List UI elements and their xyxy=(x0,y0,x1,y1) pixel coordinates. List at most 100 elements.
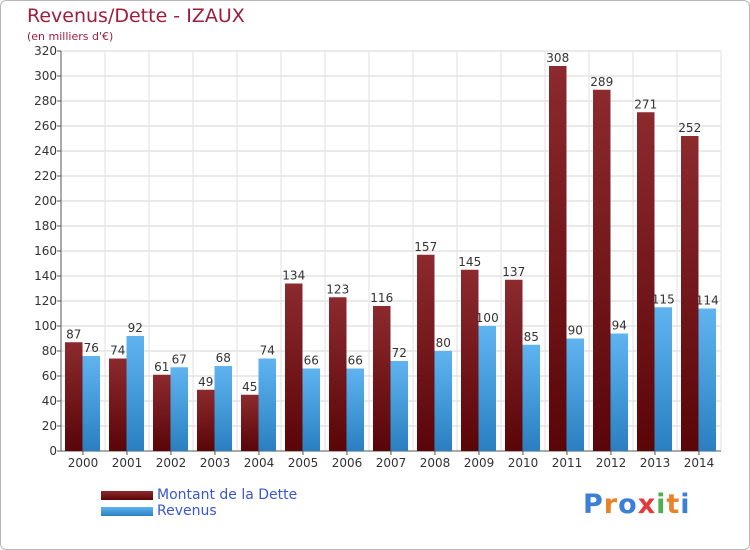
logo-letter: i xyxy=(656,489,667,520)
y-tick-label: 120 xyxy=(34,294,57,308)
legend: Montant de la Dette Revenus xyxy=(101,487,297,519)
legend-item-debt: Montant de la Dette xyxy=(101,487,297,503)
data-label-debt: 123 xyxy=(326,282,349,296)
bar-revenus xyxy=(214,366,232,451)
x-tick-label: 2008 xyxy=(420,456,451,470)
bar-layer xyxy=(65,66,716,451)
x-tick-label: 2013 xyxy=(640,456,671,470)
bar-revenus xyxy=(434,351,452,451)
y-tick-label: 20 xyxy=(42,419,57,433)
y-tick-label: 60 xyxy=(42,369,57,383)
chart-title: Revenus/Dette - IZAUX xyxy=(27,5,245,27)
bar-debt xyxy=(153,374,171,451)
x-tick-label: 2011 xyxy=(552,456,583,470)
bar-revenus xyxy=(82,356,100,451)
data-label-revenus: 76 xyxy=(84,341,99,355)
data-label-debt: 116 xyxy=(370,291,393,305)
data-label-debt: 49 xyxy=(198,375,213,389)
proxiti-logo: Proxiti xyxy=(583,489,691,520)
data-label-debt: 74 xyxy=(110,344,125,358)
data-label-revenus: 94 xyxy=(612,319,627,333)
data-label-revenus: 67 xyxy=(172,352,187,366)
data-label-debt: 134 xyxy=(282,269,305,283)
bar-debt xyxy=(549,66,567,451)
data-label-revenus: 92 xyxy=(128,321,143,335)
bar-revenus xyxy=(126,336,144,451)
x-tick-label: 2012 xyxy=(596,456,627,470)
bar-debt xyxy=(637,112,655,451)
x-tick-label: 2001 xyxy=(112,456,143,470)
bar-debt xyxy=(505,279,523,451)
data-label-revenus: 115 xyxy=(652,292,675,306)
x-tick-label: 2007 xyxy=(376,456,407,470)
logo-letter: P xyxy=(583,489,604,520)
legend-label-revenus: Revenus xyxy=(157,503,217,519)
bar-revenus xyxy=(258,358,276,451)
x-tick-label: 2002 xyxy=(156,456,187,470)
bar-debt xyxy=(65,342,83,451)
logo-letter: r xyxy=(603,489,619,520)
x-tick-label: 2006 xyxy=(332,456,363,470)
data-label-revenus: 66 xyxy=(304,354,319,368)
y-tick-label: 240 xyxy=(34,144,57,158)
bar-revenus xyxy=(346,368,364,451)
bar-revenus xyxy=(610,333,628,451)
data-label-revenus: 74 xyxy=(260,344,275,358)
logo-letter: i xyxy=(680,489,691,520)
y-tick-label: 280 xyxy=(34,94,57,108)
data-label-debt: 252 xyxy=(678,121,701,135)
x-tick-label: 2005 xyxy=(288,456,319,470)
y-tick-label: 200 xyxy=(34,194,57,208)
logo-letter: o xyxy=(618,489,638,520)
legend-swatch-revenus xyxy=(101,506,153,516)
y-tick-label: 220 xyxy=(34,169,57,183)
data-label-debt: 87 xyxy=(66,327,81,341)
logo-letter: t xyxy=(666,489,681,520)
y-tick-label: 80 xyxy=(42,344,57,358)
bar-debt xyxy=(109,358,127,451)
data-label-debt: 289 xyxy=(590,75,613,89)
data-label-debt: 45 xyxy=(242,380,257,394)
bar-debt xyxy=(373,306,391,451)
x-tick-label: 2003 xyxy=(200,456,231,470)
axis-layer: 0 20 40 60 80 100 120 140 160 180 200 220 240 260 280 3… xyxy=(34,44,721,470)
chart-subtitle: (en milliers d'€) xyxy=(27,30,114,43)
legend-item-revenus: Revenus xyxy=(101,503,297,519)
bar-revenus xyxy=(698,308,716,451)
y-tick-label: 160 xyxy=(34,244,57,258)
y-tick-label: 260 xyxy=(34,119,57,133)
data-label-revenus: 90 xyxy=(568,324,583,338)
y-tick-label: 40 xyxy=(42,394,57,408)
bar-debt xyxy=(417,254,435,451)
bar-revenus xyxy=(302,368,320,451)
data-label-debt: 137 xyxy=(502,265,525,279)
bar-debt xyxy=(241,394,259,451)
x-tick-label: 2009 xyxy=(464,456,495,470)
bar-revenus xyxy=(566,338,584,451)
bar-revenus xyxy=(654,307,672,451)
x-tick-label: 2014 xyxy=(684,456,715,470)
bar-debt xyxy=(681,136,699,451)
bar-revenus xyxy=(170,367,188,451)
x-tick-label: 2004 xyxy=(244,456,275,470)
bar-revenus xyxy=(478,326,496,451)
data-label-debt: 145 xyxy=(458,255,481,269)
data-label-revenus: 66 xyxy=(348,354,363,368)
bar-debt xyxy=(461,269,479,451)
bar-debt xyxy=(329,297,347,451)
data-label-revenus: 85 xyxy=(524,330,539,344)
data-label-debt: 308 xyxy=(546,51,569,65)
data-label-revenus: 100 xyxy=(476,311,499,325)
bar-debt xyxy=(197,389,215,451)
y-tick-label: 300 xyxy=(34,69,57,83)
legend-swatch-debt xyxy=(101,490,153,500)
legend-label-debt: Montant de la Dette xyxy=(157,487,298,503)
bar-debt xyxy=(593,89,611,451)
y-tick-label: 0 xyxy=(49,444,57,458)
bar-revenus xyxy=(522,344,540,451)
data-label-revenus: 72 xyxy=(392,346,407,360)
y-tick-label: 140 xyxy=(34,269,57,283)
data-label-debt: 157 xyxy=(414,240,437,254)
data-label-revenus: 114 xyxy=(696,294,719,308)
